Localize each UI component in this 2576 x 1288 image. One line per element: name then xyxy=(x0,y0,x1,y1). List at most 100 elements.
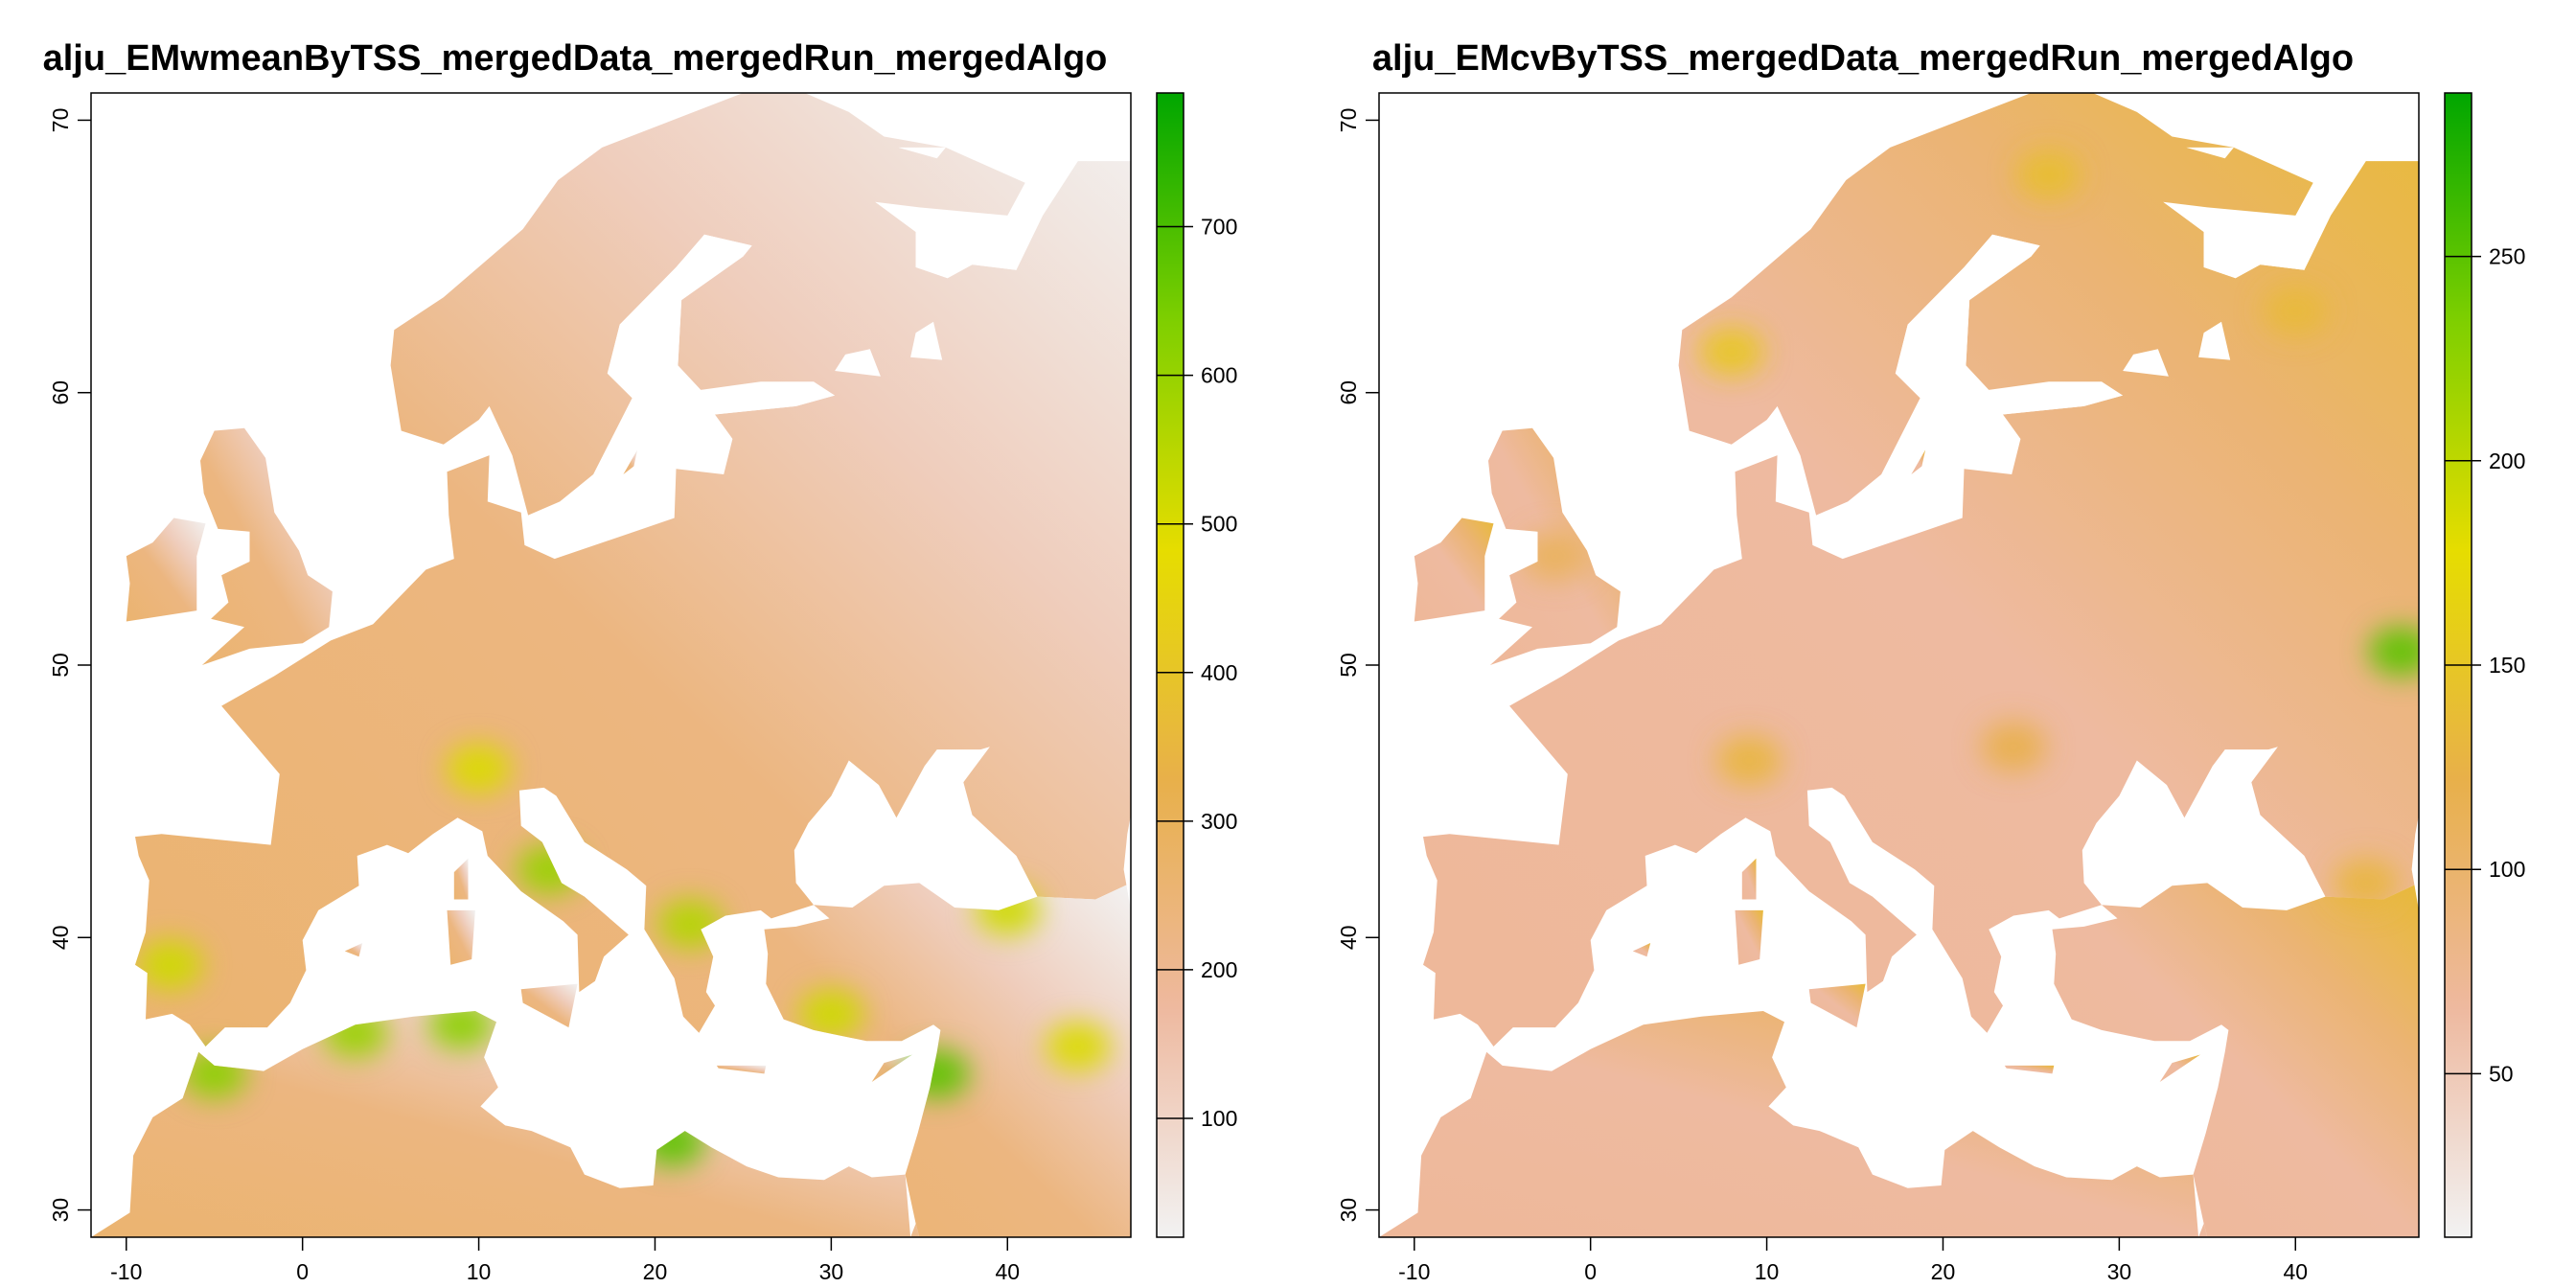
hotspot xyxy=(181,1048,247,1099)
hotspot xyxy=(1981,722,2047,772)
y-tick-label: 50 xyxy=(1336,653,1361,678)
hotspot xyxy=(2015,150,2082,200)
land-corsica xyxy=(1741,858,1757,900)
hotspot xyxy=(657,899,724,950)
x-tick-label: 40 xyxy=(995,1259,1020,1284)
water-ladoga xyxy=(2123,349,2169,377)
y-tick-label: 60 xyxy=(48,380,73,405)
hotspot xyxy=(1698,327,1764,378)
map-figure-wmean: -10 0 10 20 30 40 30 40 50 60 70 100 200 300 400 500 600… xyxy=(48,92,1237,1284)
legend-tick-label: 250 xyxy=(2489,244,2525,269)
legend-tick-label: 100 xyxy=(1201,1106,1237,1131)
land-sicily xyxy=(1808,983,1866,1028)
x-tick-label: 30 xyxy=(819,1259,844,1284)
hotspot xyxy=(446,744,512,794)
legend-tick-label: 200 xyxy=(1201,957,1237,982)
legend-colorbar xyxy=(1156,92,1184,1238)
x-tick-label: 0 xyxy=(296,1259,309,1284)
hotspot xyxy=(975,885,1041,935)
land-corsica xyxy=(453,858,469,900)
x-tick-label: -10 xyxy=(110,1259,142,1284)
water-finland_gulf xyxy=(701,389,836,415)
water-bothnia xyxy=(607,234,752,374)
hotspot xyxy=(517,844,583,895)
legend-tick-label: 50 xyxy=(2489,1061,2514,1086)
land-sardinia xyxy=(447,909,475,965)
land-levant xyxy=(2052,883,2419,1237)
water-kola_bay xyxy=(2186,147,2234,159)
hotspot xyxy=(322,1007,388,1058)
hotspot xyxy=(428,1000,494,1050)
hotspot xyxy=(2263,286,2329,336)
legend-tick-label: 300 xyxy=(1201,809,1237,834)
land-layer xyxy=(91,93,1131,1237)
legend-tick-label: 150 xyxy=(2489,653,2525,678)
y-tick-label: 70 xyxy=(48,108,73,133)
legend-tick-label: 100 xyxy=(2489,857,2525,882)
water-layer xyxy=(1895,147,2419,910)
land-cyprus xyxy=(871,1054,912,1082)
land-ireland xyxy=(1414,518,1494,622)
land-africa xyxy=(91,1011,920,1237)
x-tick-label: 20 xyxy=(643,1259,668,1284)
land-gotland xyxy=(623,449,638,474)
land-ireland xyxy=(126,518,206,622)
y-tick-label: 40 xyxy=(1336,925,1361,950)
x-tick-label: 10 xyxy=(1755,1259,1780,1284)
water-white xyxy=(2163,201,2313,279)
x-tick-label: 10 xyxy=(467,1259,492,1284)
legend-tick-label: 700 xyxy=(1201,215,1237,240)
y-tick-label: 50 xyxy=(48,653,73,678)
water-bothnia xyxy=(1895,234,2040,374)
x-tick-label: 20 xyxy=(1931,1259,1956,1284)
map-panel-cv: alju_EMcvByTSS_mergedData_mergedRun_merg… xyxy=(1288,0,2576,1288)
x-tick-label: 30 xyxy=(2107,1259,2132,1284)
land-crete xyxy=(716,1065,767,1074)
y-tick-label: 60 xyxy=(1336,380,1361,405)
water-layer xyxy=(607,147,1131,910)
land-africa xyxy=(1379,1011,2208,1237)
land-britain xyxy=(200,427,333,665)
water-ladoga xyxy=(835,349,881,377)
water-finland_gulf xyxy=(1989,389,2124,415)
y-tick-label: 30 xyxy=(48,1198,73,1223)
hotspot xyxy=(904,1048,970,1099)
land-cyprus xyxy=(2159,1054,2200,1082)
x-tick-label: 0 xyxy=(1584,1259,1597,1284)
land-layer xyxy=(1379,93,2419,1237)
legend-tick-label: 600 xyxy=(1201,363,1237,388)
map-title: alju_EMwmeanByTSS_mergedData_mergedRun_m… xyxy=(42,38,1108,79)
hotspot xyxy=(1716,735,1782,786)
land-crete xyxy=(2004,1065,2055,1074)
y-tick-label: 70 xyxy=(1336,108,1361,133)
hotspot xyxy=(2333,858,2399,908)
water-onega xyxy=(910,321,943,360)
legend-tick-label: 400 xyxy=(1201,660,1237,685)
hotspot xyxy=(2368,626,2419,677)
map-figure-cv: -10 0 10 20 30 40 30 40 50 60 70 50 100 150 200 250 xyxy=(1336,92,2525,1284)
land-europe xyxy=(1423,93,2419,1046)
land-baleares xyxy=(344,943,363,957)
map-title: alju_EMcvByTSS_mergedData_mergedRun_merg… xyxy=(1371,38,2355,79)
y-tick-label: 30 xyxy=(1336,1198,1361,1223)
water-azov xyxy=(924,749,981,783)
water-caspian xyxy=(2411,815,2419,910)
hotspot xyxy=(798,988,864,1039)
water-caspian xyxy=(1123,815,1131,910)
water-onega xyxy=(2198,321,2231,360)
legend-tick-label: 200 xyxy=(2489,448,2525,473)
legend-tick-label: 500 xyxy=(1201,512,1237,537)
land-gotland xyxy=(1911,449,1926,474)
land-europe xyxy=(135,93,1131,1046)
hotspot-layer xyxy=(1522,150,2419,908)
water-azov xyxy=(2212,749,2269,783)
x-tick-label: 40 xyxy=(2283,1259,2308,1284)
hotspot xyxy=(1045,1022,1111,1071)
map-panel-wmean: alju_EMwmeanByTSS_mergedData_mergedRun_m… xyxy=(42,38,1238,1284)
water-white xyxy=(875,201,1025,279)
hotspot xyxy=(137,939,203,990)
hotspot xyxy=(639,1116,705,1167)
land-sicily xyxy=(520,983,578,1028)
y-tick-label: 40 xyxy=(48,925,73,950)
land-sardinia xyxy=(1735,909,1763,965)
